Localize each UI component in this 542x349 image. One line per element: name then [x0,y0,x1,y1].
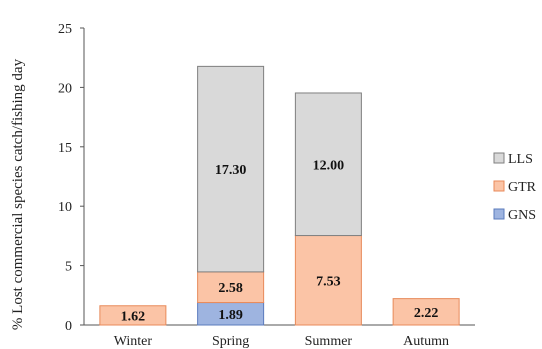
legend-label-gns: GNS [508,208,536,223]
y-tick-label: 20 [58,81,72,96]
y-tick-label: 25 [58,22,72,37]
y-axis-label-group: % Lost commercial species catch/fishing … [10,58,26,330]
x-tick-label-summer: Summer [305,334,353,349]
y-tick-label: 5 [65,260,72,275]
data-label-spring-lls: 17.30 [215,163,247,178]
bar-autumn-gtr [392,298,460,326]
y-tick-label: 15 [58,141,72,156]
bar-spring-gtr [197,271,265,304]
x-tick-label-spring: Spring [212,334,249,349]
data-label-summer-lls: 12.00 [313,158,345,173]
bar-winter-gtr [99,305,167,326]
y-tick-label: 0 [65,319,72,334]
axes: 0 5 10 15 20 25 Winter Spring Summer Autumn [58,22,475,349]
legend-swatch-gtr [493,180,505,192]
data-label-spring-gtr: 2.58 [218,281,243,296]
y-tick-label: 10 [58,200,72,215]
legend-label-gtr: GTR [508,180,537,195]
x-tick-label-autumn: Autumn [403,334,449,349]
data-label-spring-gns: 1.89 [218,308,243,323]
legend-swatch-lls [493,152,505,164]
bar-spring-lls [197,65,265,273]
x-tick-label-winter: Winter [114,334,153,349]
bar-summer-gtr [294,235,362,326]
legend-swatch-gns [493,208,505,220]
data-label-summer-gtr: 7.53 [316,274,341,289]
legend: LLS GTR GNS [493,152,537,223]
y-axis-title: % Lost commercial species catch/fishing … [10,58,26,330]
bars [99,65,460,326]
data-label-autumn-gtr: 2.22 [414,306,439,321]
data-labels: 1.62 1.89 2.58 17.30 7.53 12.00 2.22 [121,158,439,324]
legend-label-lls: LLS [508,152,533,167]
bar-summer-lls [294,92,362,237]
data-label-winter-gtr: 1.62 [121,309,146,324]
